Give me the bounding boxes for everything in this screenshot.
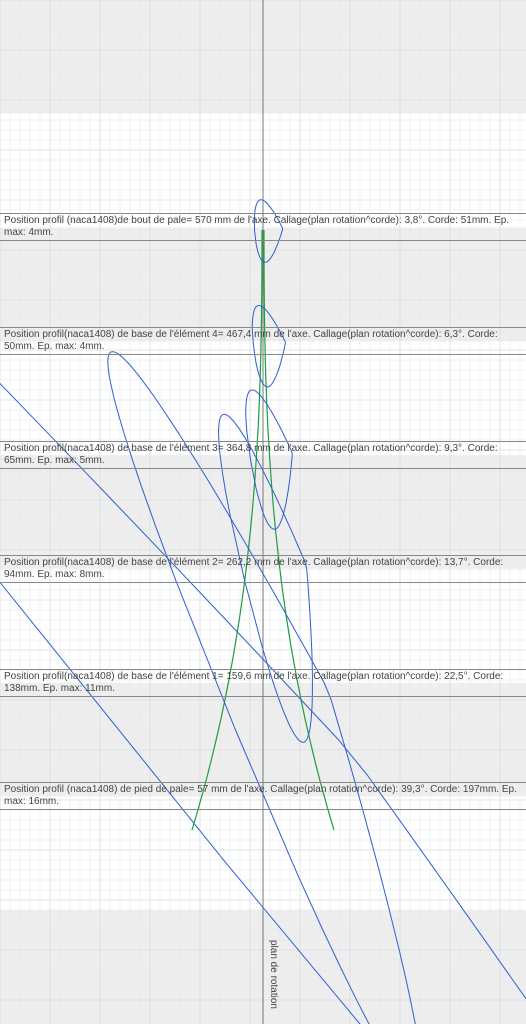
station-label: Position profil (naca1408)de bout de pal… bbox=[0, 213, 526, 241]
station-label: Position profil(naca1408) de base de l'é… bbox=[0, 327, 526, 355]
station-label: Position profil (naca1408) de pied de pa… bbox=[0, 782, 526, 810]
blade-diagram: Position profil (naca1408)de bout de pal… bbox=[0, 0, 526, 1024]
station-label: Position profil(naca1408) de base de l'é… bbox=[0, 669, 526, 697]
station-label: Position profil(naca1408) de base de l'é… bbox=[0, 555, 526, 583]
axis-caption: plan de rotation bbox=[268, 940, 279, 1009]
station-label: Position profil(naca1408) de base de l'é… bbox=[0, 441, 526, 469]
diagram-svg bbox=[0, 0, 526, 1024]
